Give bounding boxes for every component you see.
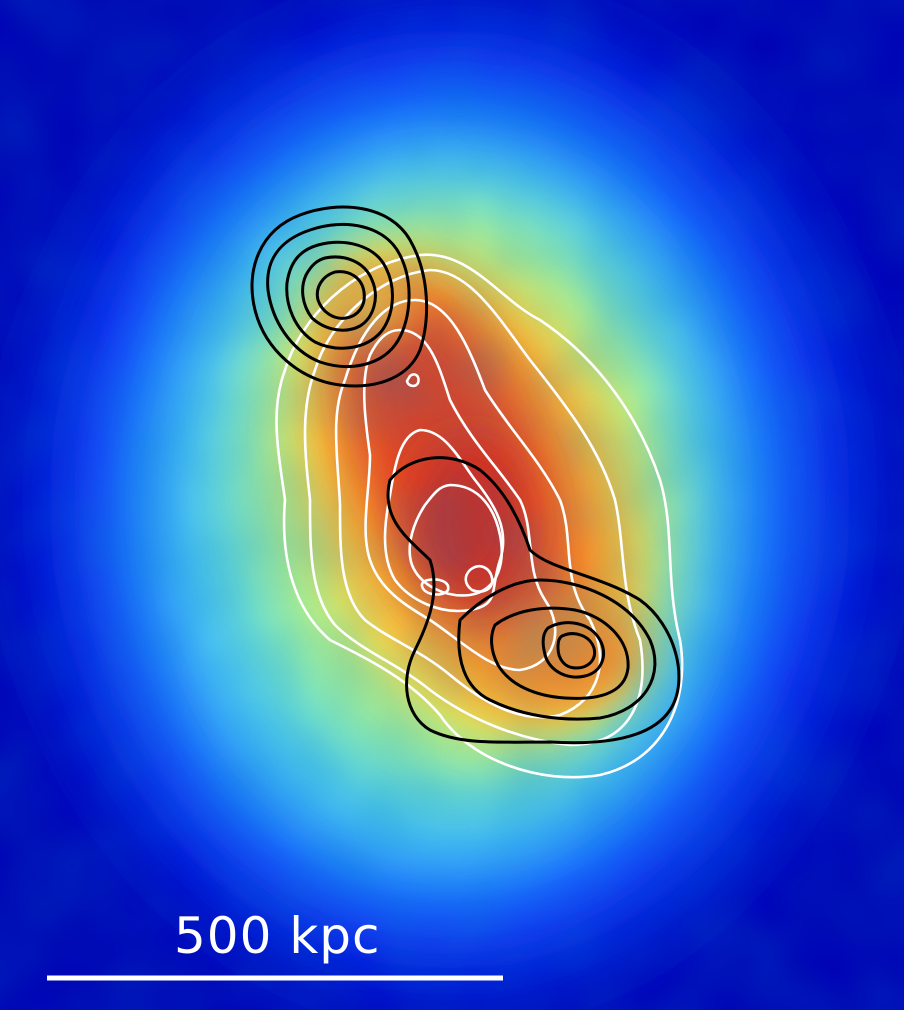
scale-bar-label: 500 kpc: [174, 907, 381, 965]
lensing-contours: [250, 205, 681, 745]
x-ray-contours: [275, 253, 684, 779]
